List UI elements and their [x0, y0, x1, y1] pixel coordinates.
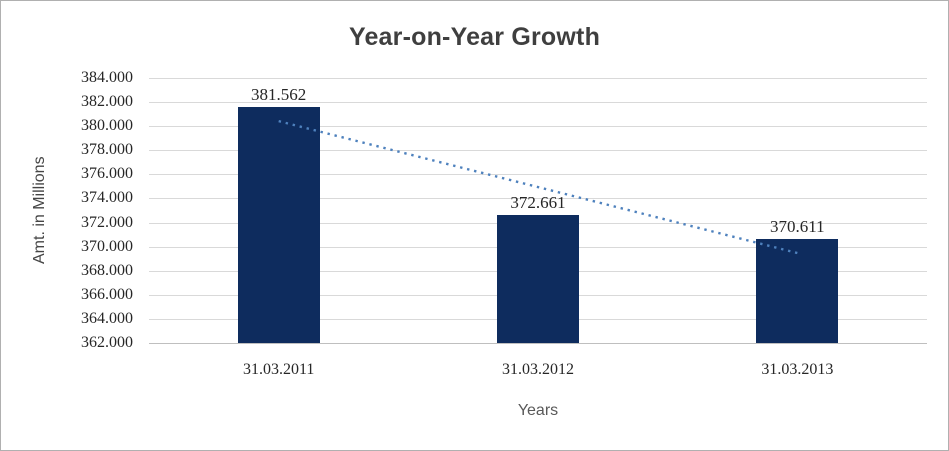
- y-tick-label: 368.000: [81, 261, 133, 279]
- x-axis-title: Years: [517, 402, 559, 419]
- gridline: [149, 126, 927, 128]
- bar-31.03.2012: [497, 214, 579, 343]
- x-axis-line: [149, 343, 927, 344]
- gridline: [149, 102, 927, 104]
- x-tick-label: 31.03.2013: [761, 361, 834, 378]
- y-tick-label: 376.000: [81, 165, 133, 183]
- plot-area: [149, 78, 927, 344]
- bar-value-label: 372.661: [510, 192, 566, 212]
- bar-value-label: 370.611: [770, 217, 825, 237]
- y-tick-label: 372.000: [81, 213, 133, 231]
- y-tick-label: 384.000: [81, 69, 133, 86]
- trendline: [278, 119, 798, 255]
- gridline: [149, 174, 927, 176]
- gridline: [149, 150, 927, 152]
- y-tick-label: 364.000: [81, 309, 133, 327]
- bar-31.03.2011: [237, 107, 320, 343]
- bar-31.03.2013: [756, 239, 839, 343]
- x-tick-label: 31.03.2011: [242, 361, 315, 378]
- gridline: [149, 198, 927, 200]
- x-tick-label: 31.03.2012: [502, 361, 574, 378]
- gridline: [149, 78, 927, 79]
- chart-title: Year-on-Year Growth: [348, 23, 601, 51]
- y-tick-label: 380.000: [81, 117, 133, 135]
- y-tick-label: 370.000: [81, 237, 133, 255]
- bar-value-label: 381.562: [251, 85, 307, 105]
- y-tick-label: 382.000: [81, 93, 133, 111]
- trendline-layer: [278, 119, 798, 255]
- y-tick-label: 362.000: [81, 334, 133, 351]
- y-tick-label: 374.000: [81, 189, 133, 207]
- y-tick-label: 378.000: [81, 141, 133, 159]
- y-tick-label: 366.000: [81, 285, 133, 303]
